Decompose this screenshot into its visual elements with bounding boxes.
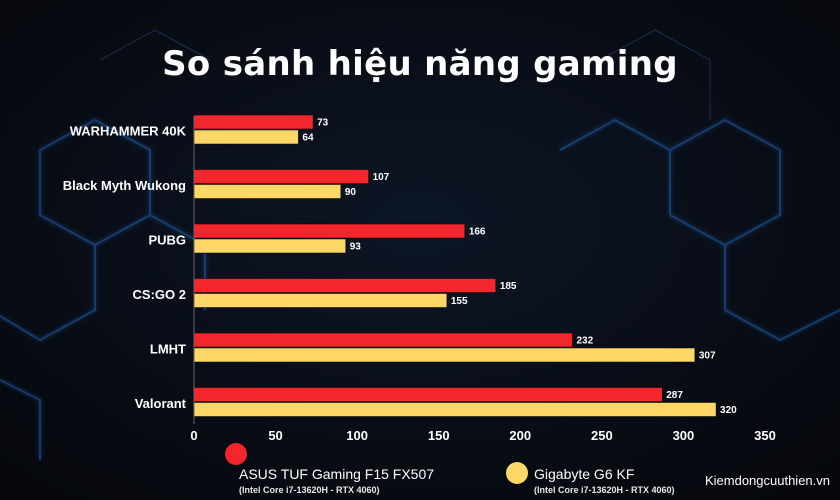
x-tick-label: 50 (268, 428, 282, 443)
data-label: 166 (469, 227, 486, 238)
category-label: Valorant (135, 396, 187, 411)
watermark: Kiemdongcuuthien.vn (704, 473, 830, 488)
category-label: PUBG (148, 232, 186, 247)
bar (193, 169, 369, 184)
bar (193, 129, 299, 145)
data-label: 287 (666, 390, 683, 401)
data-label: 185 (500, 281, 517, 292)
bar (193, 223, 466, 239)
x-tick-label: 250 (591, 428, 613, 443)
bar (193, 238, 346, 254)
bar (193, 114, 314, 130)
bar (193, 387, 663, 402)
x-tick-label: 200 (509, 428, 531, 443)
data-label: 90 (345, 187, 357, 198)
data-label: 232 (576, 336, 593, 347)
legend-spec: (Intel Core i7-13620H - RTX 4060) (239, 485, 380, 495)
bar (193, 347, 696, 363)
data-label: 93 (350, 242, 362, 253)
data-label: 107 (373, 172, 390, 183)
data-label: 155 (451, 296, 468, 307)
legend-color-circle-icon (225, 443, 247, 465)
data-label: 73 (317, 118, 329, 129)
bar (193, 293, 448, 308)
legend-spec: (Intel Core i7-13620H - RTX 4060) (534, 485, 675, 495)
x-tick-label: 350 (754, 428, 776, 443)
data-label: 320 (720, 405, 737, 416)
legend-label: Gigabyte G6 KF (534, 466, 635, 482)
bar (193, 402, 717, 417)
legend-label: ASUS TUF Gaming F15 FX507 (239, 466, 435, 482)
legend-color-circle-icon (506, 462, 528, 484)
category-label: CS:GO 2 (133, 287, 186, 302)
category-label: WARHAMMER 40K (70, 123, 187, 138)
bar (193, 278, 497, 293)
data-label: 64 (302, 133, 314, 144)
x-tick-label: 0 (190, 428, 197, 443)
bar (193, 332, 573, 348)
x-tick-label: 150 (428, 428, 450, 443)
data-label: 307 (699, 351, 716, 362)
chart-title: So sánh hiệu năng gaming (162, 44, 678, 84)
x-tick-label: 300 (673, 428, 695, 443)
x-tick-label: 100 (346, 428, 368, 443)
bar (193, 184, 342, 199)
category-label: LMHT (150, 341, 186, 356)
category-label: Black Myth Wukong (63, 178, 186, 193)
